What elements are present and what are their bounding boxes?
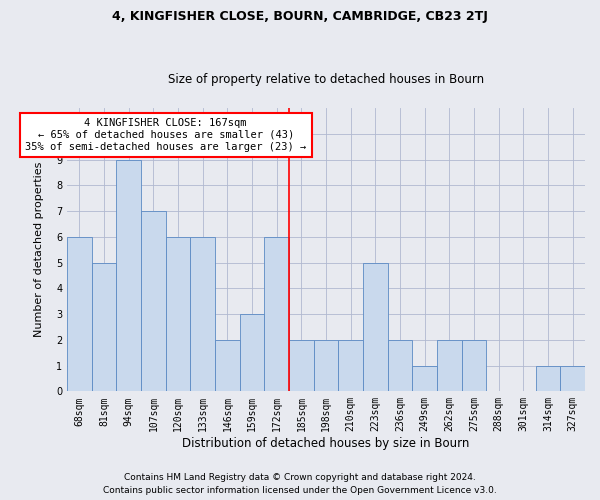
- Bar: [314, 340, 338, 392]
- Bar: [437, 340, 461, 392]
- Bar: [67, 237, 92, 392]
- Bar: [190, 237, 215, 392]
- Bar: [92, 262, 116, 392]
- Bar: [560, 366, 585, 392]
- X-axis label: Distribution of detached houses by size in Bourn: Distribution of detached houses by size …: [182, 437, 470, 450]
- Bar: [338, 340, 363, 392]
- Bar: [265, 237, 289, 392]
- Bar: [461, 340, 487, 392]
- Bar: [363, 262, 388, 392]
- Bar: [215, 340, 240, 392]
- Bar: [412, 366, 437, 392]
- Bar: [116, 160, 141, 392]
- Bar: [289, 340, 314, 392]
- Title: Size of property relative to detached houses in Bourn: Size of property relative to detached ho…: [168, 73, 484, 86]
- Bar: [388, 340, 412, 392]
- Y-axis label: Number of detached properties: Number of detached properties: [34, 162, 44, 338]
- Bar: [166, 237, 190, 392]
- Text: 4 KINGFISHER CLOSE: 167sqm
← 65% of detached houses are smaller (43)
35% of semi: 4 KINGFISHER CLOSE: 167sqm ← 65% of deta…: [25, 118, 307, 152]
- Bar: [536, 366, 560, 392]
- Text: Contains HM Land Registry data © Crown copyright and database right 2024.
Contai: Contains HM Land Registry data © Crown c…: [103, 474, 497, 495]
- Bar: [240, 314, 265, 392]
- Bar: [141, 211, 166, 392]
- Text: 4, KINGFISHER CLOSE, BOURN, CAMBRIDGE, CB23 2TJ: 4, KINGFISHER CLOSE, BOURN, CAMBRIDGE, C…: [112, 10, 488, 23]
